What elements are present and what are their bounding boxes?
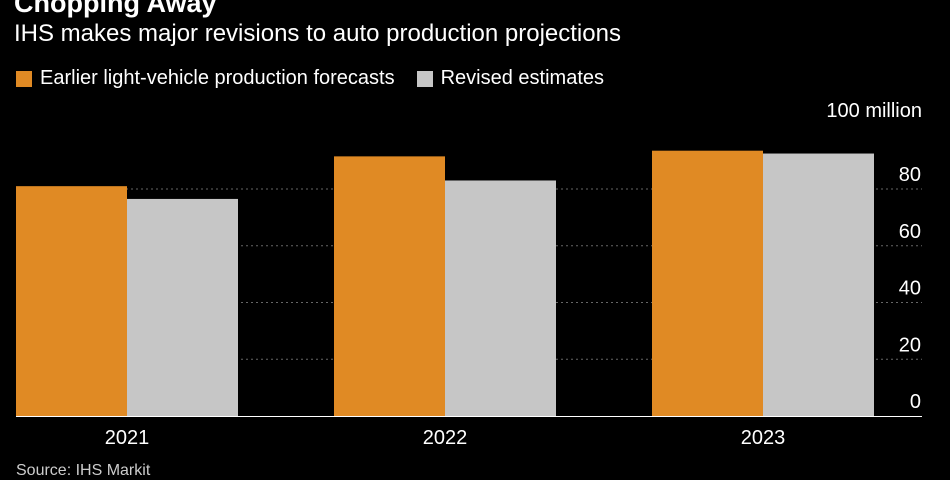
- source-note: Source: IHS Markit: [16, 462, 151, 479]
- chart-legend: Earlier light-vehicle production forecas…: [16, 67, 626, 90]
- bar-2022-earlier: [334, 156, 445, 416]
- bar-2022-revised: [445, 180, 556, 416]
- y-tick-label-40: 40: [899, 278, 921, 300]
- y-axis-unit-label: 100 million: [826, 100, 922, 122]
- y-tick-label-0: 0: [910, 391, 921, 413]
- legend-swatch-earlier: [16, 70, 32, 87]
- y-tick-label-60: 60: [899, 221, 921, 243]
- legend-swatch-revised: [416, 70, 433, 87]
- legend-item-earlier: Earlier light-vehicle production forecas…: [16, 67, 395, 90]
- y-tick-label-20: 20: [899, 334, 921, 356]
- x-tick-label-2021: 2021: [105, 427, 150, 449]
- x-tick-label-2023: 2023: [741, 427, 786, 449]
- legend-label-revised: Revised estimates: [440, 67, 605, 89]
- bar-2021-revised: [127, 198, 238, 416]
- legend-item-revised: Revised estimates: [416, 67, 605, 90]
- chart-subtitle: IHS makes major revisions to auto produc…: [14, 20, 621, 47]
- y-tick-label-80: 80: [899, 164, 921, 186]
- bar-2023-revised: [763, 153, 874, 416]
- x-tick-label-2022: 2022: [423, 427, 468, 449]
- bar-2023-earlier: [652, 150, 763, 416]
- chart-title: Chopping Away: [14, 0, 217, 18]
- bar-2021-earlier: [16, 186, 127, 416]
- legend-label-earlier: Earlier light-vehicle production forecas…: [40, 67, 395, 89]
